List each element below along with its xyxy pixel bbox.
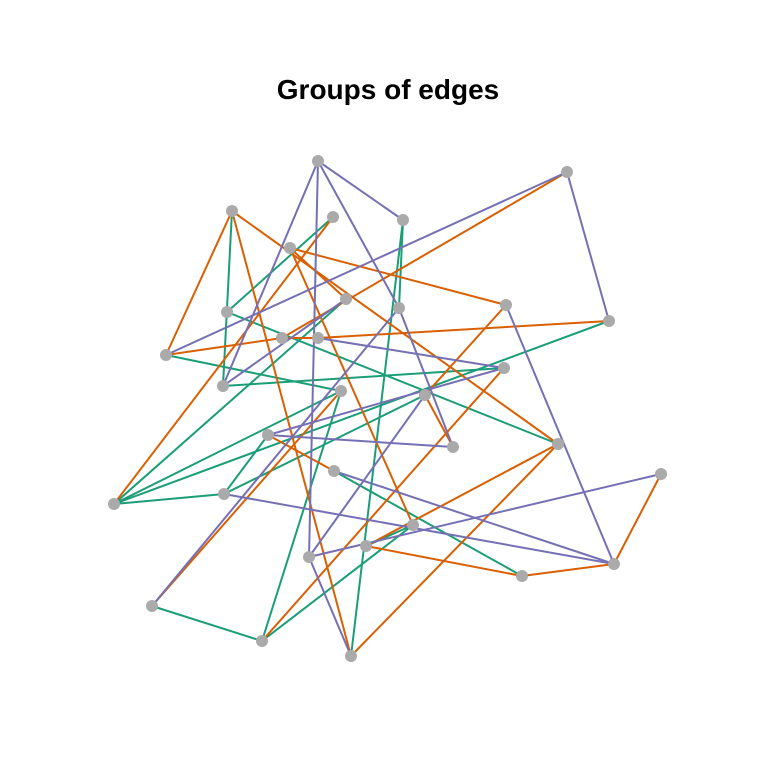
edge-group-2 (365, 443, 559, 547)
graph-node (262, 429, 274, 441)
edge-group-1 (261, 390, 342, 642)
graph-node (335, 385, 347, 397)
graph-node (419, 389, 431, 401)
graph-node (397, 214, 409, 226)
edge-group-1 (113, 493, 225, 505)
edge-group-3 (308, 394, 426, 558)
graph-node (498, 362, 510, 374)
edge-group-1 (113, 390, 342, 505)
edge-group-2 (613, 473, 662, 565)
edge-group-3 (317, 337, 505, 369)
graph-node (312, 332, 324, 344)
edge-group-1 (113, 298, 347, 505)
graph-node (327, 211, 339, 223)
edge-group-2 (365, 545, 523, 577)
graph-node (284, 242, 296, 254)
graph-node (303, 551, 315, 563)
edge-group-1 (333, 470, 523, 577)
edge-group-3 (267, 434, 454, 448)
edge-group-2 (317, 320, 610, 339)
graph-node (655, 468, 667, 480)
edge-group-2 (165, 337, 283, 356)
graph-node (393, 302, 405, 314)
graph-node (345, 650, 357, 662)
graph-node (312, 155, 324, 167)
edge-group-1 (398, 219, 404, 309)
edge-group-3 (165, 171, 568, 356)
graph-node (603, 315, 615, 327)
edge-group-2 (267, 434, 335, 472)
edge-group-3 (566, 171, 610, 322)
graph-node (328, 465, 340, 477)
graph-node (360, 540, 372, 552)
edge-group-1 (261, 524, 414, 642)
graph-node (146, 600, 158, 612)
edge-group-3 (267, 367, 505, 436)
graph-node (108, 498, 120, 510)
edge-group-2 (521, 563, 615, 577)
edge-group-2 (289, 247, 414, 526)
edge-group-3 (398, 307, 454, 448)
graph-node (447, 441, 459, 453)
graph-node (221, 306, 233, 318)
graph-node (276, 332, 288, 344)
graph-node (552, 438, 564, 450)
edge-group-2 (165, 210, 233, 356)
edge-group-2 (350, 443, 559, 657)
edge-group-2 (424, 394, 454, 448)
edge-group-1 (151, 605, 263, 642)
graph-node (217, 380, 229, 392)
graph-node (256, 635, 268, 647)
edge-group-1 (222, 210, 233, 387)
edge-group-2 (113, 216, 334, 505)
edge-layer (113, 160, 662, 657)
graph-node (218, 488, 230, 500)
chart-title: Groups of edges (276, 74, 500, 105)
edge-group-3 (308, 556, 352, 657)
edge-group-1 (165, 354, 342, 392)
graph-node (516, 570, 528, 582)
graph-node (608, 558, 620, 570)
node-layer (108, 155, 667, 662)
edge-group-1 (350, 219, 404, 657)
edge-group-3 (505, 304, 615, 565)
edge-group-3 (223, 493, 615, 565)
edge-group-2 (231, 210, 352, 657)
graph-node (500, 299, 512, 311)
edge-group-3 (317, 160, 404, 221)
edge-group-3 (308, 160, 319, 558)
graph-node (340, 293, 352, 305)
edge-group-3 (151, 307, 400, 607)
graph-node (561, 166, 573, 178)
graph-node (407, 519, 419, 531)
edge-group-2 (289, 247, 507, 306)
edge-group-2 (261, 367, 505, 642)
edge-group-2 (424, 304, 507, 396)
edge-group-1 (223, 434, 269, 495)
edge-group-1 (226, 216, 334, 313)
edge-group-3 (222, 160, 319, 387)
edge-group-1 (113, 320, 610, 505)
graph-node (160, 349, 172, 361)
graph-node (226, 205, 238, 217)
edge-group-3 (317, 160, 400, 309)
